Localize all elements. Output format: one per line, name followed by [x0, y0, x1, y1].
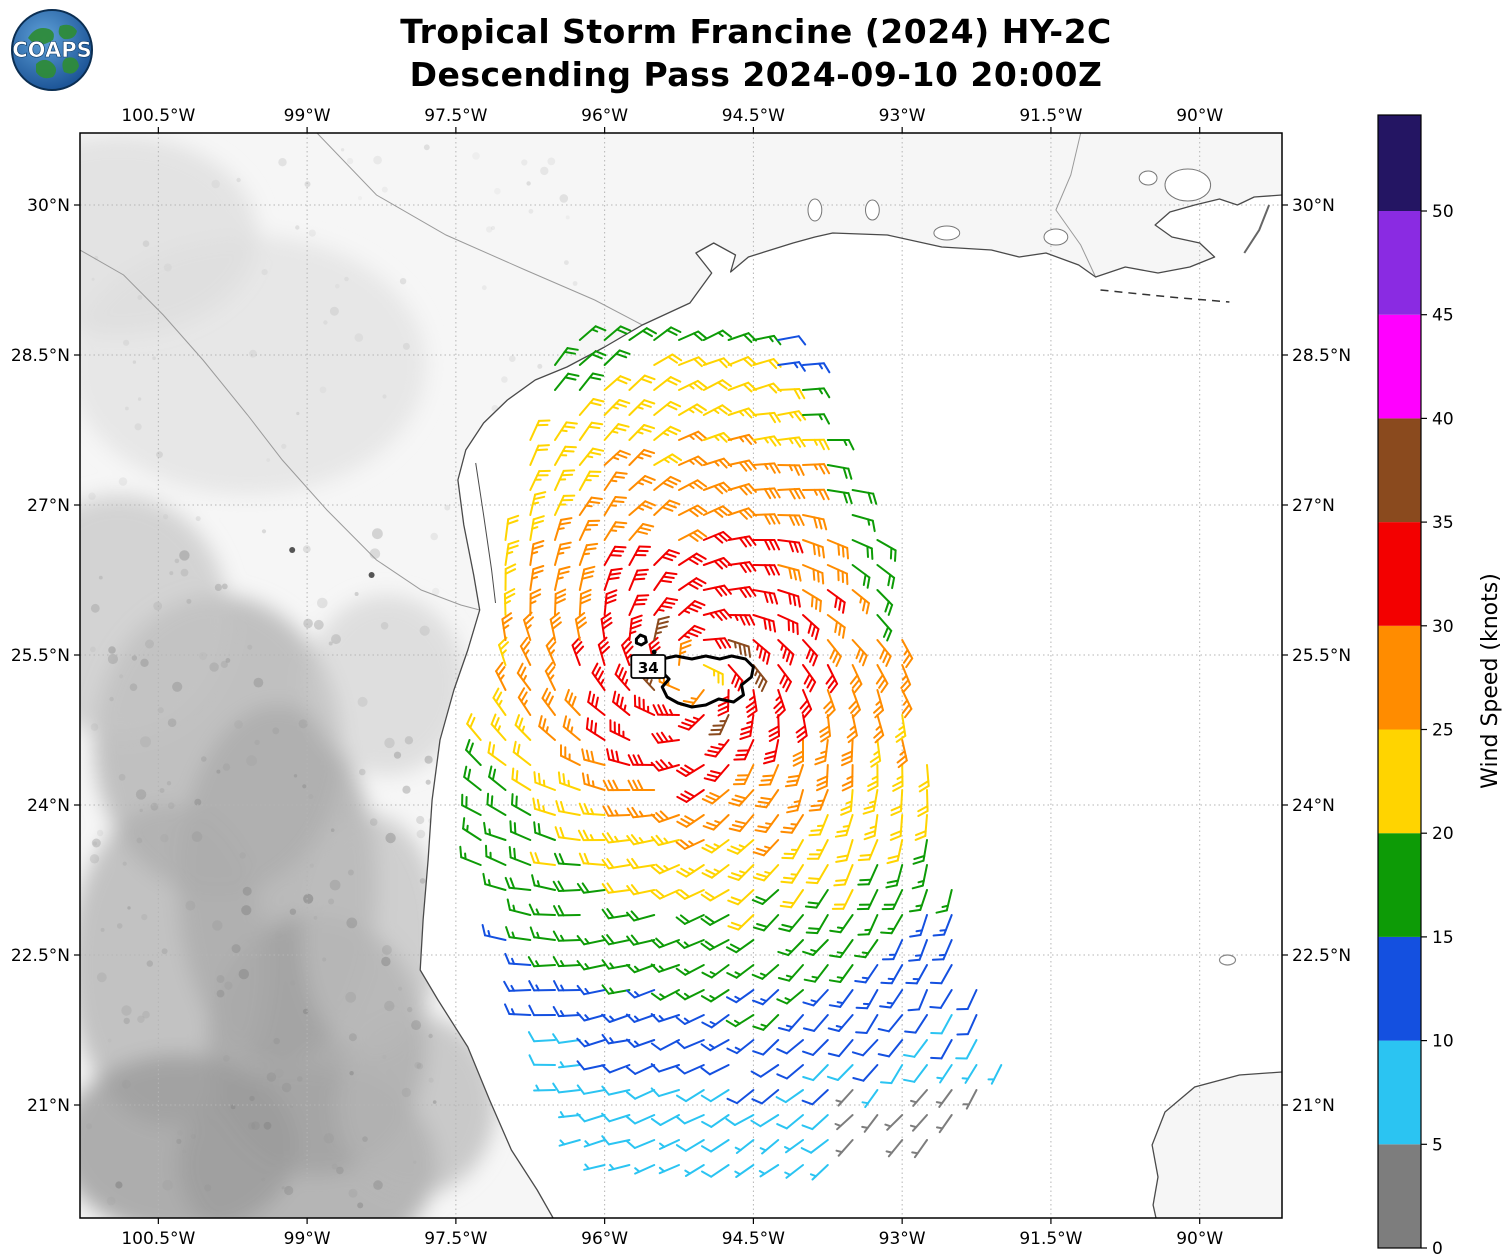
- map-frame: [79, 132, 1283, 1219]
- svg-text:21°N: 21°N: [27, 1096, 70, 1116]
- svg-text:20: 20: [1432, 824, 1454, 844]
- svg-text:22.5°N: 22.5°N: [11, 946, 70, 966]
- svg-text:28.5°N: 28.5°N: [1292, 346, 1351, 366]
- rivers: [80, 133, 1097, 611]
- 34kt-wind-contour: 34: [630, 633, 755, 709]
- svg-text:28.5°N: 28.5°N: [11, 346, 70, 366]
- svg-text:22.5°N: 22.5°N: [1292, 946, 1351, 966]
- colorbar-title: Wind Speed (knots): [1478, 573, 1503, 789]
- svg-text:27°N: 27°N: [27, 496, 70, 516]
- svg-text:35: 35: [1432, 513, 1454, 533]
- svg-text:97.5°W: 97.5°W: [424, 1229, 487, 1249]
- svg-text:94.5°W: 94.5°W: [722, 1229, 785, 1249]
- coastlines: [419, 194, 1282, 1218]
- terrain-shading: [80, 135, 584, 1218]
- svg-text:100.5°W: 100.5°W: [121, 1229, 195, 1249]
- colorbar: 0 5 10 15 20 25 30 35 40 45 50 Wind Speed (knots): [1377, 114, 1503, 1259]
- coaps-logo: COAPS: [8, 6, 96, 98]
- svg-text:50: 50: [1432, 202, 1454, 222]
- svg-text:21°N: 21°N: [1292, 1096, 1335, 1116]
- svg-text:24°N: 24°N: [27, 796, 70, 816]
- svg-text:30°N: 30°N: [1292, 196, 1335, 216]
- grid-lines: [80, 133, 1282, 1218]
- svg-text:91.5°W: 91.5°W: [1019, 1229, 1082, 1249]
- svg-text:93°W: 93°W: [879, 106, 926, 126]
- svg-text:91.5°W: 91.5°W: [1019, 106, 1082, 126]
- svg-text:45: 45: [1432, 306, 1454, 326]
- svg-text:10: 10: [1432, 1032, 1454, 1052]
- svg-text:25: 25: [1432, 721, 1454, 741]
- title-line-1: Tropical Storm Francine (2024) HY-2C: [400, 12, 1112, 51]
- svg-text:100.5°W: 100.5°W: [121, 106, 195, 126]
- svg-text:15: 15: [1432, 928, 1454, 948]
- svg-text:99°W: 99°W: [284, 1229, 331, 1249]
- svg-text:90°W: 90°W: [1176, 1229, 1223, 1249]
- 34kt-contour-label: 34: [638, 659, 659, 677]
- svg-text:30: 30: [1432, 617, 1454, 637]
- svg-text:24°N: 24°N: [1292, 796, 1335, 816]
- svg-text:96°W: 96°W: [581, 1229, 628, 1249]
- svg-text:97.5°W: 97.5°W: [424, 106, 487, 126]
- lakes: [289, 168, 1237, 966]
- svg-text:90°W: 90°W: [1176, 106, 1223, 126]
- title-line-2: Descending Pass 2024-09-10 20:00Z: [409, 55, 1103, 94]
- plot-title: Tropical Storm Francine (2024) HY-2C Des…: [0, 10, 1512, 96]
- svg-text:30°N: 30°N: [27, 196, 70, 216]
- svg-text:27°N: 27°N: [1292, 496, 1335, 516]
- svg-text:25.5°N: 25.5°N: [1292, 646, 1351, 666]
- svg-text:96°W: 96°W: [581, 106, 628, 126]
- svg-text:25.5°N: 25.5°N: [11, 646, 70, 666]
- axis-ticks-labels: 100.5°W 100.5°W 99°W 99°W 97.5°W 97.5°W 96°W 96…: [11, 106, 1351, 1249]
- coaps-logo-text: COAPS: [12, 38, 91, 62]
- svg-text:94.5°W: 94.5°W: [722, 106, 785, 126]
- svg-text:0: 0: [1432, 1239, 1443, 1259]
- coaps-globe-icon: COAPS: [11, 9, 93, 91]
- map-area: 34: [80, 133, 1282, 1218]
- wind-barbs: [459, 325, 1003, 1181]
- svg-text:40: 40: [1432, 409, 1454, 429]
- svg-text:99°W: 99°W: [284, 106, 331, 126]
- svg-text:93°W: 93°W: [879, 1229, 926, 1249]
- svg-text:5: 5: [1432, 1135, 1443, 1155]
